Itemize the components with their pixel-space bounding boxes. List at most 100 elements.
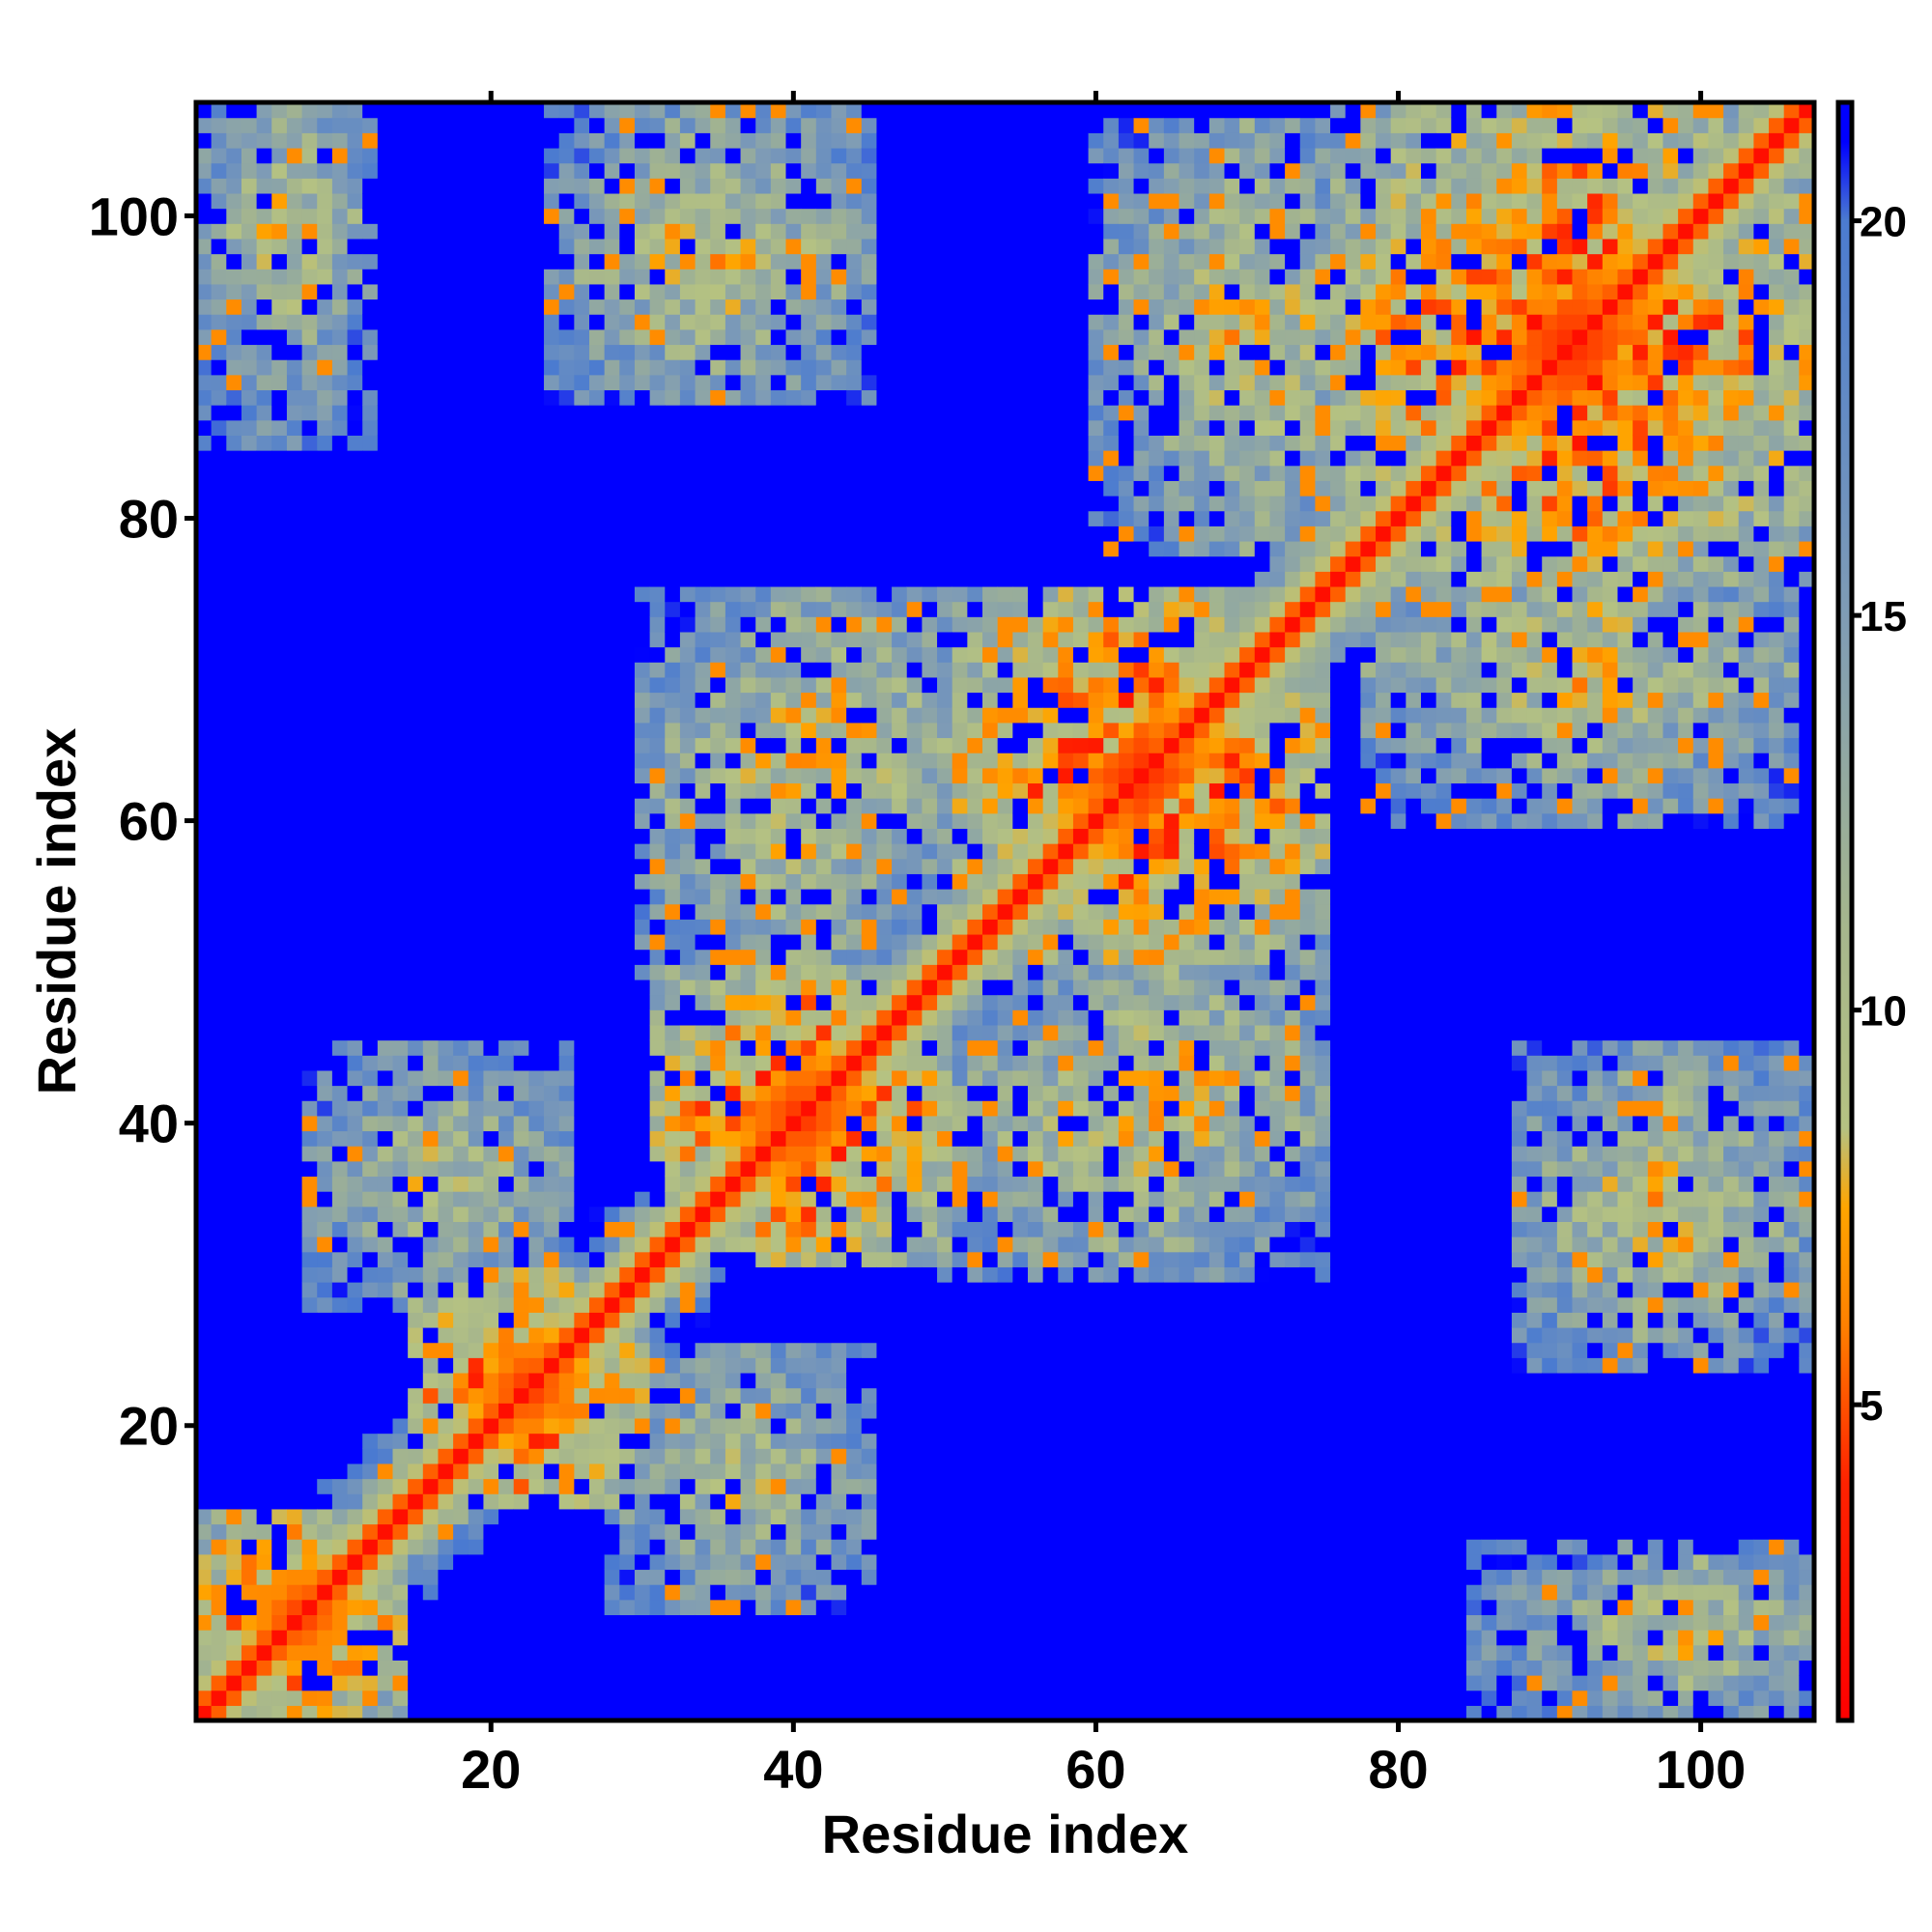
- heatmap-cell: [241, 405, 258, 421]
- heatmap-cell: [604, 328, 620, 346]
- heatmap-cell: [815, 405, 833, 421]
- heatmap-cell: [438, 571, 454, 587]
- heatmap-cell: [226, 405, 242, 421]
- heatmap-cell: [438, 1372, 454, 1389]
- heatmap-cell: [619, 1100, 636, 1117]
- heatmap-cell: [740, 450, 756, 467]
- heatmap-cell: [544, 782, 560, 799]
- heatmap-cell: [331, 540, 349, 557]
- heatmap-cell: [846, 526, 863, 542]
- heatmap-cell: [634, 1282, 651, 1298]
- heatmap-cell: [468, 1372, 485, 1389]
- heatmap-cell: [483, 1282, 499, 1298]
- heatmap-cell: [498, 949, 515, 965]
- heatmap-cell: [740, 374, 756, 391]
- heatmap-cell: [846, 419, 863, 436]
- heatmap-cell: [362, 480, 379, 497]
- heatmap-cell: [815, 435, 833, 451]
- heatmap-cell: [544, 1675, 560, 1691]
- heatmap-cell: [679, 1705, 696, 1721]
- heatmap-cell: [710, 1433, 726, 1449]
- heatmap-cell: [286, 858, 303, 874]
- heatmap-cell: [558, 1523, 575, 1540]
- heatmap-cell: [226, 1266, 242, 1283]
- heatmap-cell: [528, 1282, 545, 1298]
- heatmap-cell: [876, 798, 893, 814]
- heatmap-cell: [408, 1160, 424, 1178]
- heatmap-cell: [846, 1024, 863, 1041]
- heatmap-cell: [755, 1100, 772, 1117]
- heatmap-cell: [892, 1660, 908, 1676]
- heatmap-cell: [196, 1599, 213, 1616]
- heatmap-cell: [604, 238, 620, 255]
- heatmap-cell: [785, 1614, 802, 1631]
- heatmap-cell: [408, 979, 424, 996]
- heatmap-cell: [468, 374, 485, 391]
- heatmap-cell: [468, 949, 485, 965]
- heatmap-cell: [377, 223, 394, 240]
- heatmap-cell: [392, 496, 409, 512]
- heatmap-cell: [226, 314, 242, 330]
- heatmap-cell: [498, 889, 515, 905]
- heatmap-cell: [513, 1417, 529, 1435]
- heatmap-cell: [815, 798, 833, 814]
- heatmap-cell: [438, 782, 454, 799]
- heatmap-cell: [724, 692, 742, 708]
- heatmap-cell: [815, 1039, 833, 1056]
- heatmap-cell: [408, 223, 424, 240]
- heatmap-cell: [226, 919, 242, 935]
- heatmap-cell: [422, 707, 440, 724]
- heatmap-cell: [770, 1448, 787, 1464]
- heatmap-cell: [271, 1221, 288, 1237]
- heatmap-cell: [196, 1085, 213, 1101]
- heatmap-cell: [649, 238, 666, 255]
- heatmap-cell: [256, 344, 272, 360]
- heatmap-cell: [876, 1069, 893, 1087]
- heatmap-cell: [755, 1403, 772, 1419]
- heatmap-cell: [755, 208, 772, 224]
- heatmap-cell: [241, 858, 258, 874]
- heatmap-cell: [483, 1024, 499, 1041]
- heatmap-cell: [331, 1478, 349, 1494]
- heatmap-cell: [256, 359, 272, 376]
- heatmap-cell: [483, 1660, 499, 1676]
- heatmap-cell: [528, 753, 545, 769]
- heatmap-cell: [846, 873, 863, 890]
- heatmap-cell: [347, 1326, 363, 1344]
- heatmap-cell: [649, 1478, 666, 1494]
- heatmap-cell: [331, 269, 349, 285]
- heatmap-cell: [513, 873, 529, 890]
- heatmap-cell: [634, 1433, 651, 1449]
- heatmap-cell: [528, 873, 545, 890]
- heatmap-cell: [544, 889, 560, 905]
- heatmap-cell: [196, 328, 213, 346]
- heatmap-cell: [498, 344, 515, 360]
- heatmap-cell: [695, 616, 711, 633]
- heatmap-cell: [604, 843, 620, 860]
- heatmap-cell: [785, 1523, 802, 1540]
- heatmap-cell: [483, 676, 499, 694]
- heatmap-cell: [740, 1191, 756, 1208]
- heatmap-cell: [710, 1146, 726, 1162]
- heatmap-cell: [362, 1523, 379, 1540]
- heatmap-cell: [544, 102, 560, 119]
- heatmap-cell: [301, 585, 318, 603]
- heatmap-cell: [347, 510, 363, 526]
- heatmap-cell: [377, 238, 394, 255]
- heatmap-cell: [679, 919, 696, 935]
- heatmap-cell: [422, 1478, 440, 1494]
- heatmap-cell: [665, 616, 681, 633]
- heatmap-cell: [453, 1085, 469, 1101]
- heatmap-cell: [892, 1282, 908, 1298]
- heatmap-cell: [740, 540, 756, 557]
- heatmap-cell: [256, 1614, 272, 1631]
- heatmap-cell: [740, 555, 756, 572]
- heatmap-cell: [392, 328, 409, 346]
- heatmap-cell: [362, 1387, 379, 1404]
- heatmap-cell: [785, 1024, 802, 1041]
- heatmap-cell: [468, 1539, 485, 1555]
- heatmap-cell: [317, 1312, 333, 1328]
- heatmap-cell: [665, 374, 681, 391]
- heatmap-cell: [498, 1055, 515, 1071]
- heatmap-cell: [755, 722, 772, 739]
